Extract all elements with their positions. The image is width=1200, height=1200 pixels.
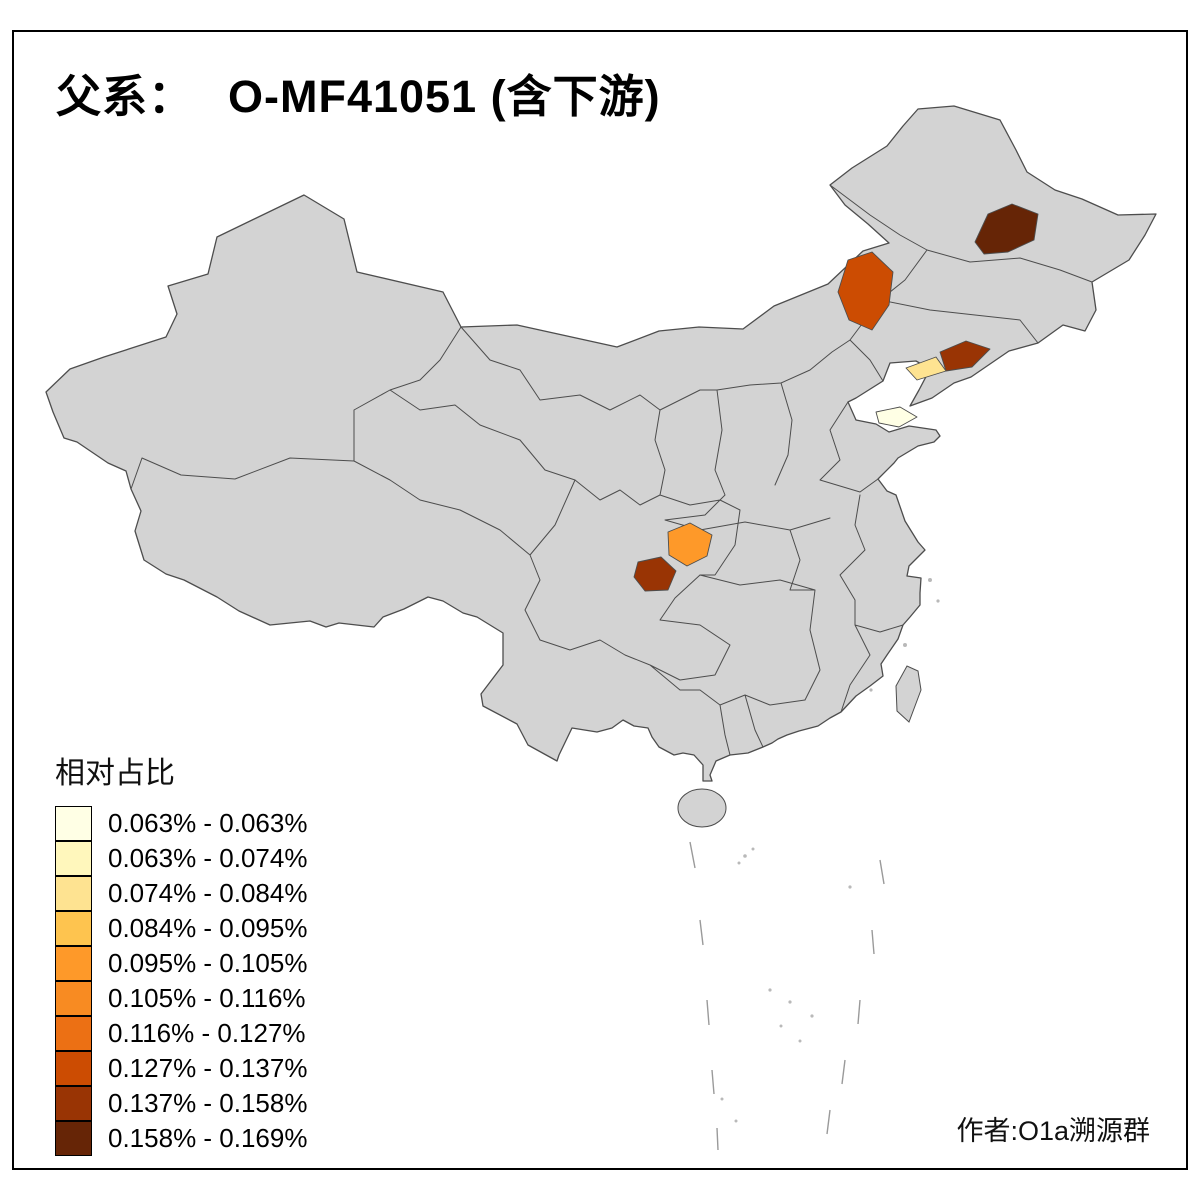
map-region-liaoning-dark xyxy=(939,340,991,372)
south-china-sea-islands xyxy=(720,578,940,1123)
province-borders-west xyxy=(130,326,576,641)
sea-boundary-dashes xyxy=(689,841,885,1151)
province-borders-north xyxy=(460,184,1093,411)
legend-label: 0.127% - 0.137% xyxy=(108,1053,308,1083)
map-region-liaoning-pale xyxy=(905,356,947,381)
legend-swatch xyxy=(55,875,92,911)
author-credit: 作者:O1a溯源群 xyxy=(956,1116,1150,1146)
legend-swatch xyxy=(55,910,92,946)
china-mainland-outline xyxy=(45,105,1157,782)
page-title: 父系： O-MF41051 (含下游) xyxy=(56,60,661,125)
legend-label: 0.063% - 0.074% xyxy=(108,843,308,873)
legend-label: 0.105% - 0.116% xyxy=(108,983,306,1013)
map-region-inner-mongolia-east xyxy=(837,251,894,331)
legend: 相对占比 0.063% - 0.063% 0.063% - 0.074% 0.0… xyxy=(55,748,307,1156)
page-title-prefix: 父系： xyxy=(56,71,195,122)
legend-swatch xyxy=(55,945,92,981)
legend-label: 0.084% - 0.095% xyxy=(108,913,308,943)
legend-row: 0.137% - 0.158% xyxy=(55,1085,308,1121)
legend-swatch xyxy=(55,1120,92,1156)
province-borders-south xyxy=(539,574,806,756)
province-borders-center xyxy=(574,382,904,713)
legend-row: 0.063% - 0.074% xyxy=(55,840,308,876)
map-region-sichuan-south xyxy=(633,556,677,592)
legend-row: 0.063% - 0.063% xyxy=(55,805,308,841)
province-borders xyxy=(130,184,1093,756)
legend-row: 0.074% - 0.084% xyxy=(55,875,308,911)
legend-label: 0.137% - 0.158% xyxy=(108,1088,308,1118)
page-title-main: O-MF41051 (含下游) xyxy=(228,71,661,122)
legend-swatch xyxy=(55,805,92,841)
hainan-island xyxy=(677,788,727,828)
map-region-heilongjiang xyxy=(974,203,1039,255)
legend-label: 0.158% - 0.169% xyxy=(108,1123,308,1153)
legend-swatch xyxy=(55,1050,92,1086)
legend-label: 0.116% - 0.127% xyxy=(108,1018,306,1048)
legend-swatch xyxy=(55,980,92,1016)
legend-swatch xyxy=(55,1015,92,1051)
taiwan-island xyxy=(895,665,922,723)
legend-row: 0.095% - 0.105% xyxy=(55,945,308,981)
legend-row: 0.084% - 0.095% xyxy=(55,910,308,946)
legend-swatch xyxy=(55,1085,92,1121)
legend-swatch xyxy=(55,840,92,876)
legend-title: 相对占比 xyxy=(55,757,175,790)
highlight-regions xyxy=(633,203,1039,592)
legend-label: 0.074% - 0.084% xyxy=(108,878,308,908)
map-region-shandong-pale xyxy=(875,406,918,428)
legend-row: 0.105% - 0.116% xyxy=(55,980,307,1016)
legend-row: 0.127% - 0.137% xyxy=(55,1050,308,1086)
legend-label: 0.063% - 0.063% xyxy=(108,808,308,838)
legend-row: 0.158% - 0.169% xyxy=(55,1120,308,1156)
legend-row: 0.116% - 0.127% xyxy=(55,1015,307,1051)
legend-label: 0.095% - 0.105% xyxy=(108,948,308,978)
map-region-chongqing xyxy=(667,522,713,567)
